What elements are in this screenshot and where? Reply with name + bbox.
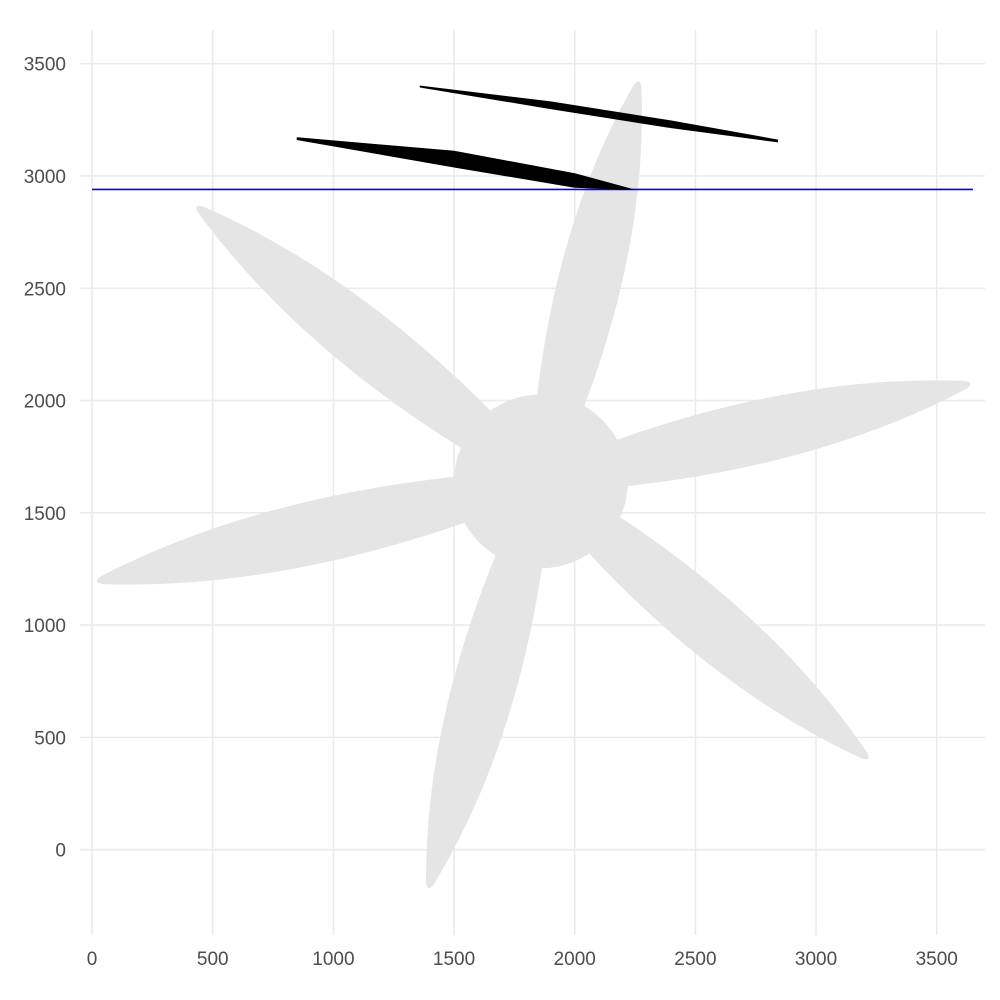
propeller-blade: [196, 205, 521, 471]
x-tick-label: 2500: [674, 949, 716, 970]
y-tick-label: 1500: [24, 504, 66, 525]
propeller-blade: [575, 380, 971, 491]
propeller-blade: [96, 472, 506, 585]
black-wedge-line: [419, 85, 778, 143]
x-tick-label: 3000: [795, 949, 837, 970]
propeller-hub: [454, 394, 628, 569]
propeller-blade: [559, 493, 869, 760]
x-tick-label: 3500: [916, 949, 958, 970]
x-tick-label: 1000: [312, 949, 354, 970]
y-tick-label: 1000: [24, 616, 66, 637]
black-wedge-line: [296, 137, 633, 190]
y-tick-label: 0: [55, 841, 66, 862]
x-tick-label: 0: [87, 949, 98, 970]
y-tick-label: 2000: [24, 392, 66, 413]
y-tick-label: 2500: [24, 279, 66, 300]
x-tick-label: 2000: [554, 949, 596, 970]
propeller-shape: [96, 81, 971, 889]
y-tick-label: 3000: [24, 167, 66, 188]
x-tick-label: 1500: [433, 949, 475, 970]
propeller-blade: [426, 515, 548, 889]
data-series: [92, 85, 973, 191]
x-tick-label: 500: [197, 949, 229, 970]
tick-labels: 0 500 1000 1500 2000 2500 3000 3500 0 500 1000 1500…: [24, 55, 958, 970]
y-tick-label: 500: [34, 728, 66, 749]
y-tick-label: 3500: [24, 55, 66, 76]
propeller-blade: [532, 81, 642, 447]
